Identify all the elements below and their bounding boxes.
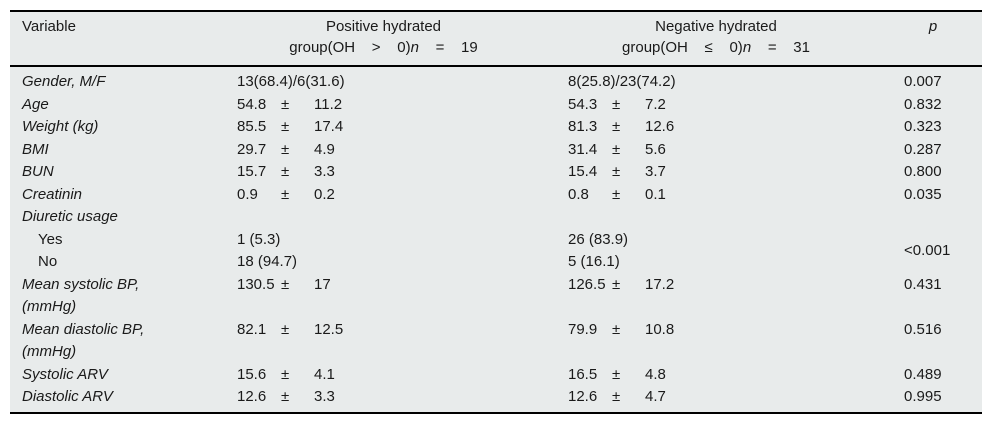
p-header-label: p [928,18,938,35]
group2-value: 8(25.8)/23(74.2) [568,73,676,90]
group1-value: 54.8 ±11.2 [237,94,568,117]
diuretic-no-label: No [38,253,58,270]
variable-label: Yes No [10,229,237,274]
plus-minus-symbol: ± [281,388,290,405]
variable-label: Diuretic usage [22,208,118,225]
plus-minus-symbol: ± [281,275,290,293]
p-value: <0.001 [904,241,951,259]
group2-value: 31.4 ±5.6 [568,139,902,162]
p-value: 0.516 [904,320,942,338]
group2-column-header: Negative hydrated group(OH ≤ 0)n = 31 [568,16,902,58]
variable-header-label: Variable [22,18,76,35]
table-row-mean-systolic-bp: Mean systolic BP, (mmHg) 130.5 ±17 126.5 ±… [10,274,982,319]
p-value: 0.489 [904,365,942,383]
table-row-systolic-arv: Systolic ARV 15.6 ±4.1 16.5 ±4.8 0.489 [10,364,982,387]
table-row-diuretic-subrows: Yes No 1 (5.3) 18 (94.7) 26 (83.9) 5 (16… [10,229,982,274]
p-value: 0.007 [904,73,942,90]
table-row-mean-diastolic-bp: Mean diastolic BP, (mmHg) 82.1 ±12.5 79.9… [10,319,982,364]
p-value: 0.995 [904,388,942,405]
plus-minus-symbol: ± [281,320,290,338]
plus-minus-symbol: ± [281,118,290,135]
variable-label: Gender, M/F [22,73,106,90]
variable-label: Diastolic ARV [22,388,113,405]
plus-minus-symbol: ± [612,365,621,383]
group2-value: 0.8 ±0.1 [568,184,902,207]
table-row-weight: Weight (kg) 85.5 ±17.4 81.3 ±12.6 0.323 [10,116,982,139]
group2-value: 81.3 ±12.6 [568,116,902,139]
group2-value: 16.5 ±4.8 [568,364,902,387]
group1-value: 1 (5.3) 18 (94.7) [237,230,298,271]
group1-value: 13(68.4)/6(31.6) [237,73,345,90]
group2-header-line2: group(OH ≤ 0)n = 31 [622,39,810,56]
plus-minus-symbol: ± [612,185,621,203]
variable-label: Age [22,95,49,113]
plus-minus-symbol: ± [612,163,621,180]
table-row-gender: Gender, M/F 13(68.4)/6(31.6) 8(25.8)/23(… [10,71,982,94]
group1-header-line2: group(OH > 0)n = 19 [289,39,478,56]
group2-value: 15.4 ±3.7 [568,161,902,184]
plus-minus-symbol: ± [281,185,290,203]
table-row-creatinin: Creatinin 0.9 ±0.2 0.8 ±0.1 0.035 [10,184,982,207]
diuretic-yes-label: Yes [38,230,63,248]
plus-minus-symbol: ± [612,95,621,113]
group2-value: 12.6 ±4.7 [568,386,902,409]
plus-minus-symbol: ± [612,320,621,338]
table-body: Gender, M/F 13(68.4)/6(31.6) 8(25.8)/23(… [10,67,982,412]
group1-value: 29.7 ±4.9 [237,139,568,162]
group2-value: 26 (83.9) 5 (16.1) [568,230,629,271]
group1-value: 12.6 ±3.3 [237,386,568,409]
p-value: 0.431 [904,275,942,293]
group1-value: 15.6 ±4.1 [237,364,568,387]
variable-column-header: Variable [10,16,237,58]
table-header: Variable Positive hydrated group(OH > 0)… [10,12,982,67]
variable-label: Mean diastolic BP, (mmHg) [22,320,145,361]
plus-minus-symbol: ± [612,388,621,405]
plus-minus-symbol: ± [281,365,290,383]
p-value: 0.323 [904,118,942,135]
plus-minus-symbol: ± [281,163,290,180]
group1-header-line1: Positive hydrated [325,18,442,35]
p-value: 0.287 [904,140,942,158]
plus-minus-symbol: ± [612,118,621,135]
plus-minus-symbol: ± [281,140,290,158]
p-column-header: p [902,16,982,58]
group2-value: 126.5 ±17.2 [568,274,902,319]
table-row-diuretic-usage: Diuretic usage [10,206,982,229]
group1-value: 130.5 ±17 [237,274,568,319]
group2-value: 79.9 ±10.8 [568,319,902,364]
table-row-age: Age 54.8 ±11.2 54.3 ±7.2 0.832 [10,94,982,117]
plus-minus-symbol: ± [281,95,290,113]
variable-label: Weight (kg) [22,118,99,135]
plus-minus-symbol: ± [612,275,621,293]
variable-label: BMI [22,140,49,158]
variable-label: Creatinin [22,185,83,203]
group2-value: 54.3 ±7.2 [568,94,902,117]
variable-label: Mean systolic BP, (mmHg) [22,275,140,316]
group1-value: 82.1 ±12.5 [237,319,568,364]
p-value: 0.832 [904,95,942,113]
table-row-bmi: BMI 29.7 ±4.9 31.4 ±5.6 0.287 [10,139,982,162]
table-row-diastolic-arv: Diastolic ARV 12.6 ±3.3 12.6 ±4.7 0.995 [10,386,982,409]
group1-value: 15.7 ±3.3 [237,161,568,184]
group1-value: 85.5 ±17.4 [237,116,568,139]
variable-label: Systolic ARV [22,365,108,383]
baseline-characteristics-table: Variable Positive hydrated group(OH > 0)… [10,10,982,414]
n-symbol: n [742,39,752,56]
plus-minus-symbol: ± [612,140,621,158]
p-value: 0.800 [904,163,942,180]
group1-value: 0.9 ±0.2 [237,184,568,207]
p-value: 0.035 [904,185,942,203]
table-row-bun: BUN 15.7 ±3.3 15.4 ±3.7 0.800 [10,161,982,184]
variable-label: BUN [22,163,54,180]
group1-column-header: Positive hydrated group(OH > 0)n = 19 [237,16,568,58]
group2-header-line1: Negative hydrated [655,18,777,35]
n-symbol: n [410,39,419,56]
